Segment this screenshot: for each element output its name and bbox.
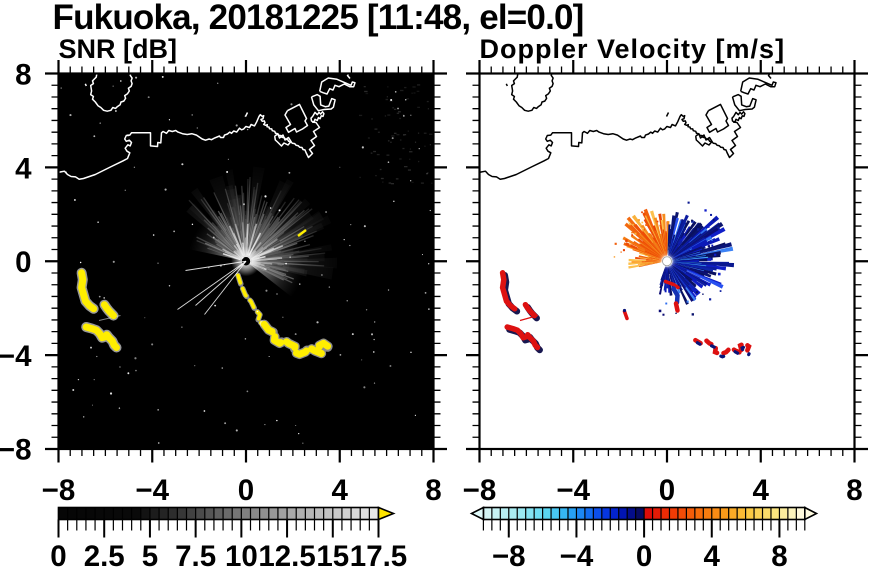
- svg-text:8: 8: [15, 59, 31, 92]
- svg-text:SNR [dB]: SNR [dB]: [59, 34, 177, 64]
- svg-text:0: 0: [15, 246, 31, 279]
- svg-text:8: 8: [771, 540, 787, 570]
- svg-text:Doppler Velocity [m/s]: Doppler Velocity [m/s]: [480, 34, 786, 64]
- svg-text:12.5: 12.5: [258, 540, 315, 570]
- svg-text:8: 8: [846, 474, 862, 507]
- svg-text:−8: −8: [0, 434, 32, 467]
- svg-text:4: 4: [753, 474, 770, 507]
- svg-text:−8: −8: [492, 540, 526, 570]
- svg-text:−8: −8: [463, 474, 497, 507]
- svg-text:0: 0: [636, 540, 652, 570]
- svg-text:2.5: 2.5: [84, 540, 125, 570]
- svg-text:−4: −4: [0, 340, 32, 373]
- svg-text:−4: −4: [560, 540, 594, 570]
- svg-text:0: 0: [659, 474, 675, 507]
- svg-text:−4: −4: [556, 474, 590, 507]
- svg-text:10: 10: [225, 540, 258, 570]
- svg-text:15: 15: [316, 540, 349, 570]
- svg-text:4: 4: [15, 152, 32, 185]
- svg-text:8: 8: [425, 474, 441, 507]
- svg-text:7.5: 7.5: [175, 540, 216, 570]
- svg-text:−4: −4: [135, 474, 169, 507]
- svg-text:0: 0: [238, 474, 254, 507]
- svg-text:5: 5: [142, 540, 158, 570]
- svg-text:4: 4: [332, 474, 349, 507]
- svg-text:4: 4: [704, 540, 721, 570]
- svg-text:0: 0: [50, 540, 66, 570]
- svg-text:Fukuoka, 20181225 [11:48, el=0: Fukuoka, 20181225 [11:48, el=0.0]: [53, 0, 584, 37]
- svg-text:17.5: 17.5: [350, 540, 407, 570]
- svg-text:−8: −8: [42, 474, 76, 507]
